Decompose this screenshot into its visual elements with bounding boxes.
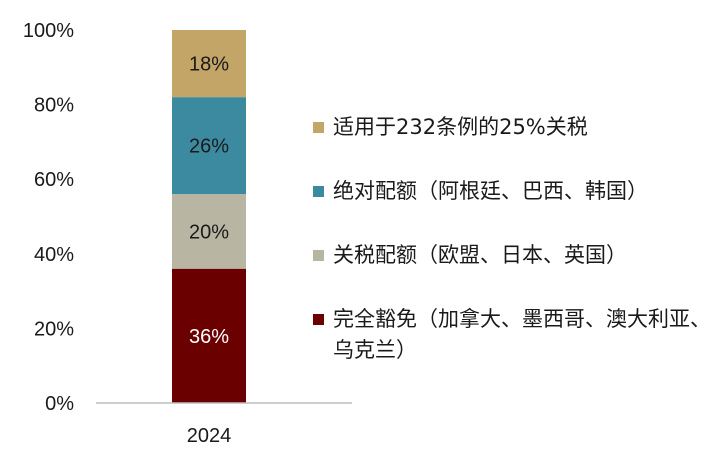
y-tick-label: 20% bbox=[34, 318, 74, 340]
data-label: 18% bbox=[189, 54, 229, 76]
bar-stack: 36% 20% 26% 18% bbox=[172, 30, 246, 403]
legend-item-full-exemption: 完全豁免（加拿大、墨西哥、澳大利亚、乌克兰） bbox=[313, 304, 713, 366]
legend-item-tariff-quota: 关税配额（欧盟、日本、英国） bbox=[313, 240, 713, 271]
legend-swatch bbox=[313, 314, 324, 325]
legend-label: 绝对配额（阿根廷、巴西、韩国） bbox=[333, 179, 648, 203]
y-axis: 0% 20% 40% 60% 80% 100% bbox=[23, 20, 74, 415]
bar-segment bbox=[172, 97, 246, 195]
y-tick-label: 100% bbox=[23, 20, 74, 42]
bar-segment bbox=[172, 30, 246, 98]
legend-label: 关税配额（欧盟、日本、英国） bbox=[333, 243, 627, 267]
data-label: 36% bbox=[189, 326, 229, 348]
y-tick-label: 80% bbox=[34, 95, 74, 117]
bar-segment bbox=[172, 194, 246, 269]
x-tick-label: 2024 bbox=[187, 425, 232, 447]
legend-swatch bbox=[313, 250, 324, 261]
data-label: 26% bbox=[189, 136, 229, 158]
legend-item-absolute-quota: 绝对配额（阿根廷、巴西、韩国） bbox=[313, 176, 713, 207]
x-axis: 2024 bbox=[187, 425, 232, 447]
legend-swatch bbox=[313, 122, 324, 133]
legend-label: 适用于232条例的25%关税 bbox=[333, 115, 588, 139]
data-label: 20% bbox=[189, 221, 229, 243]
y-tick-label: 60% bbox=[34, 169, 74, 191]
y-tick-label: 0% bbox=[45, 393, 74, 415]
legend-swatch bbox=[313, 186, 324, 197]
bar-segment bbox=[172, 268, 246, 403]
legend-label: 完全豁免（加拿大、墨西哥、澳大利亚、乌克兰） bbox=[333, 307, 711, 362]
legend-item-tariff-25: 适用于232条例的25%关税 bbox=[313, 112, 713, 143]
y-tick-label: 40% bbox=[34, 244, 74, 266]
legend: 适用于232条例的25%关税 绝对配额（阿根廷、巴西、韩国） 关税配额（欧盟、日… bbox=[313, 112, 713, 366]
